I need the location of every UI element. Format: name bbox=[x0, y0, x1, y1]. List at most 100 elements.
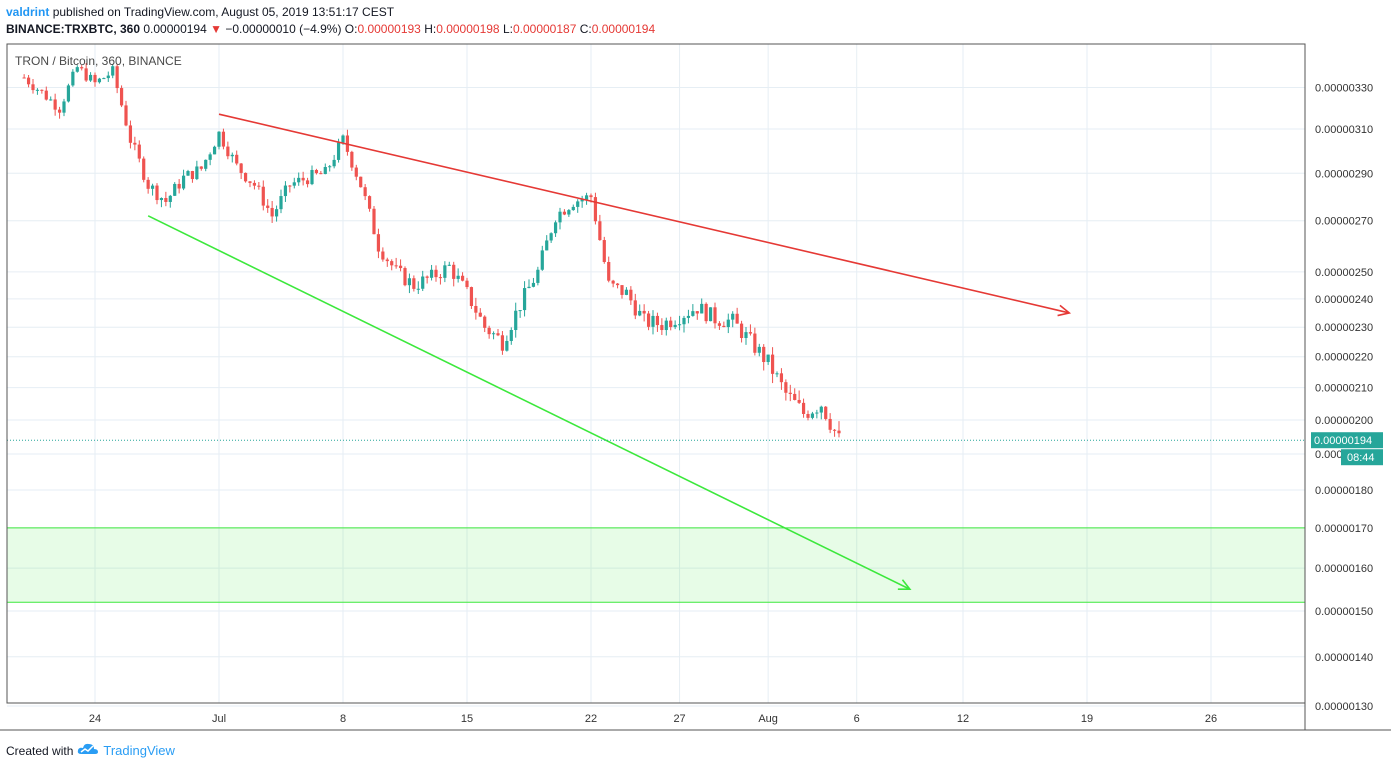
candle-body bbox=[111, 66, 115, 76]
candle-body bbox=[239, 163, 243, 173]
candle-body bbox=[824, 406, 828, 419]
y-tick-label: 0.00000130 bbox=[1315, 701, 1373, 713]
candle-body bbox=[646, 313, 651, 327]
x-tick-label: 6 bbox=[854, 713, 860, 725]
candle-body bbox=[452, 264, 456, 279]
close-label: C: bbox=[579, 22, 592, 36]
candle-body bbox=[717, 323, 722, 326]
candle-body bbox=[673, 324, 677, 328]
candle-body bbox=[266, 205, 270, 208]
candle-body bbox=[421, 276, 425, 289]
publisher-name[interactable]: valdrint bbox=[6, 5, 50, 19]
candle-body bbox=[819, 406, 823, 413]
candle-body bbox=[770, 354, 775, 374]
candle-body bbox=[686, 315, 691, 318]
candle-body bbox=[558, 211, 562, 223]
candle-body bbox=[505, 340, 509, 351]
candle-body bbox=[483, 316, 487, 328]
candle-body bbox=[629, 289, 633, 301]
y-tick-label: 0.00000310 bbox=[1315, 124, 1373, 136]
candle-body bbox=[164, 198, 168, 202]
close-value: 0.00000194 bbox=[591, 22, 656, 36]
candle-body bbox=[146, 179, 150, 189]
candle-body bbox=[731, 313, 735, 320]
y-tick-label: 0.00000250 bbox=[1315, 267, 1373, 279]
candle-body bbox=[744, 332, 748, 339]
y-tick-label: 0.00000140 bbox=[1315, 652, 1373, 664]
candle-body bbox=[633, 300, 637, 316]
candle-body bbox=[44, 90, 48, 100]
y-tick-label: 0.00000240 bbox=[1315, 294, 1373, 306]
candle-body bbox=[655, 315, 660, 326]
x-tick-label: 26 bbox=[1205, 713, 1217, 725]
support-trendline-arrowhead bbox=[897, 579, 912, 591]
candle-body bbox=[438, 277, 443, 279]
candle-body bbox=[124, 105, 128, 126]
candle-body bbox=[797, 399, 801, 403]
candle-body bbox=[40, 89, 44, 91]
tradingview-brand[interactable]: TradingView bbox=[103, 743, 175, 758]
candle-body bbox=[305, 180, 310, 185]
candle-body bbox=[638, 310, 642, 316]
candle-body bbox=[398, 265, 403, 269]
y-tick-label: 0.00000330 bbox=[1315, 82, 1373, 94]
candle-body bbox=[235, 154, 239, 164]
last-price-tag-label: 0.00000194 bbox=[1314, 435, 1372, 447]
candle-body bbox=[283, 185, 288, 197]
candle-body bbox=[376, 234, 381, 252]
candle-body bbox=[75, 67, 79, 72]
candle-body bbox=[359, 176, 363, 188]
candle-body bbox=[775, 373, 779, 375]
candle-body bbox=[708, 307, 713, 322]
candle-body bbox=[190, 171, 195, 180]
x-tick-label: 12 bbox=[957, 713, 969, 725]
candle-body bbox=[173, 183, 177, 196]
candle-body bbox=[478, 312, 482, 317]
candle-body bbox=[425, 276, 429, 278]
candle-body bbox=[212, 146, 217, 155]
candle-body bbox=[336, 142, 341, 160]
x-tick-label: 8 bbox=[340, 713, 346, 725]
candle-body bbox=[779, 373, 784, 383]
candle-body bbox=[598, 221, 602, 241]
candle-body bbox=[801, 402, 806, 414]
candle-body bbox=[527, 286, 531, 289]
x-tick-label: 19 bbox=[1081, 713, 1093, 725]
candle-body bbox=[469, 287, 474, 306]
candle-body bbox=[788, 392, 792, 394]
candle-body bbox=[341, 135, 345, 143]
candle-body bbox=[443, 265, 447, 278]
candle-body bbox=[221, 131, 226, 147]
support-zone bbox=[7, 527, 1305, 603]
ohlc-line: BINANCE:TRXBTC, 360 0.00000194 ▼ −0.0000… bbox=[6, 22, 655, 36]
candle-body bbox=[115, 66, 119, 89]
candle-body bbox=[735, 313, 739, 324]
candle-body bbox=[243, 172, 248, 182]
candle-body bbox=[248, 181, 252, 183]
candle-body bbox=[474, 305, 478, 313]
candle-body bbox=[119, 88, 124, 106]
candle-body bbox=[412, 278, 416, 289]
candle-body bbox=[407, 278, 412, 286]
x-tick-label: 27 bbox=[673, 713, 685, 725]
candle-body bbox=[49, 99, 53, 101]
candle-body bbox=[84, 68, 88, 81]
candle-body bbox=[323, 166, 327, 175]
candle-body bbox=[35, 89, 40, 91]
change-value: −0.00000010 (−4.9%) bbox=[225, 22, 342, 36]
candle-body bbox=[288, 185, 292, 187]
candle-body bbox=[487, 327, 491, 335]
candle-body bbox=[270, 207, 274, 217]
candle-body bbox=[766, 354, 770, 363]
candle-body bbox=[562, 211, 567, 215]
candle-body bbox=[381, 251, 385, 260]
candle-body bbox=[576, 201, 580, 207]
candle-body bbox=[540, 250, 544, 270]
y-tick-label: 0.00000180 bbox=[1315, 485, 1373, 497]
candle-body bbox=[514, 310, 518, 330]
low-value: 0.00000187 bbox=[512, 22, 577, 36]
candle-body bbox=[664, 320, 668, 331]
candle-body bbox=[71, 71, 75, 86]
candle-body bbox=[567, 210, 571, 215]
